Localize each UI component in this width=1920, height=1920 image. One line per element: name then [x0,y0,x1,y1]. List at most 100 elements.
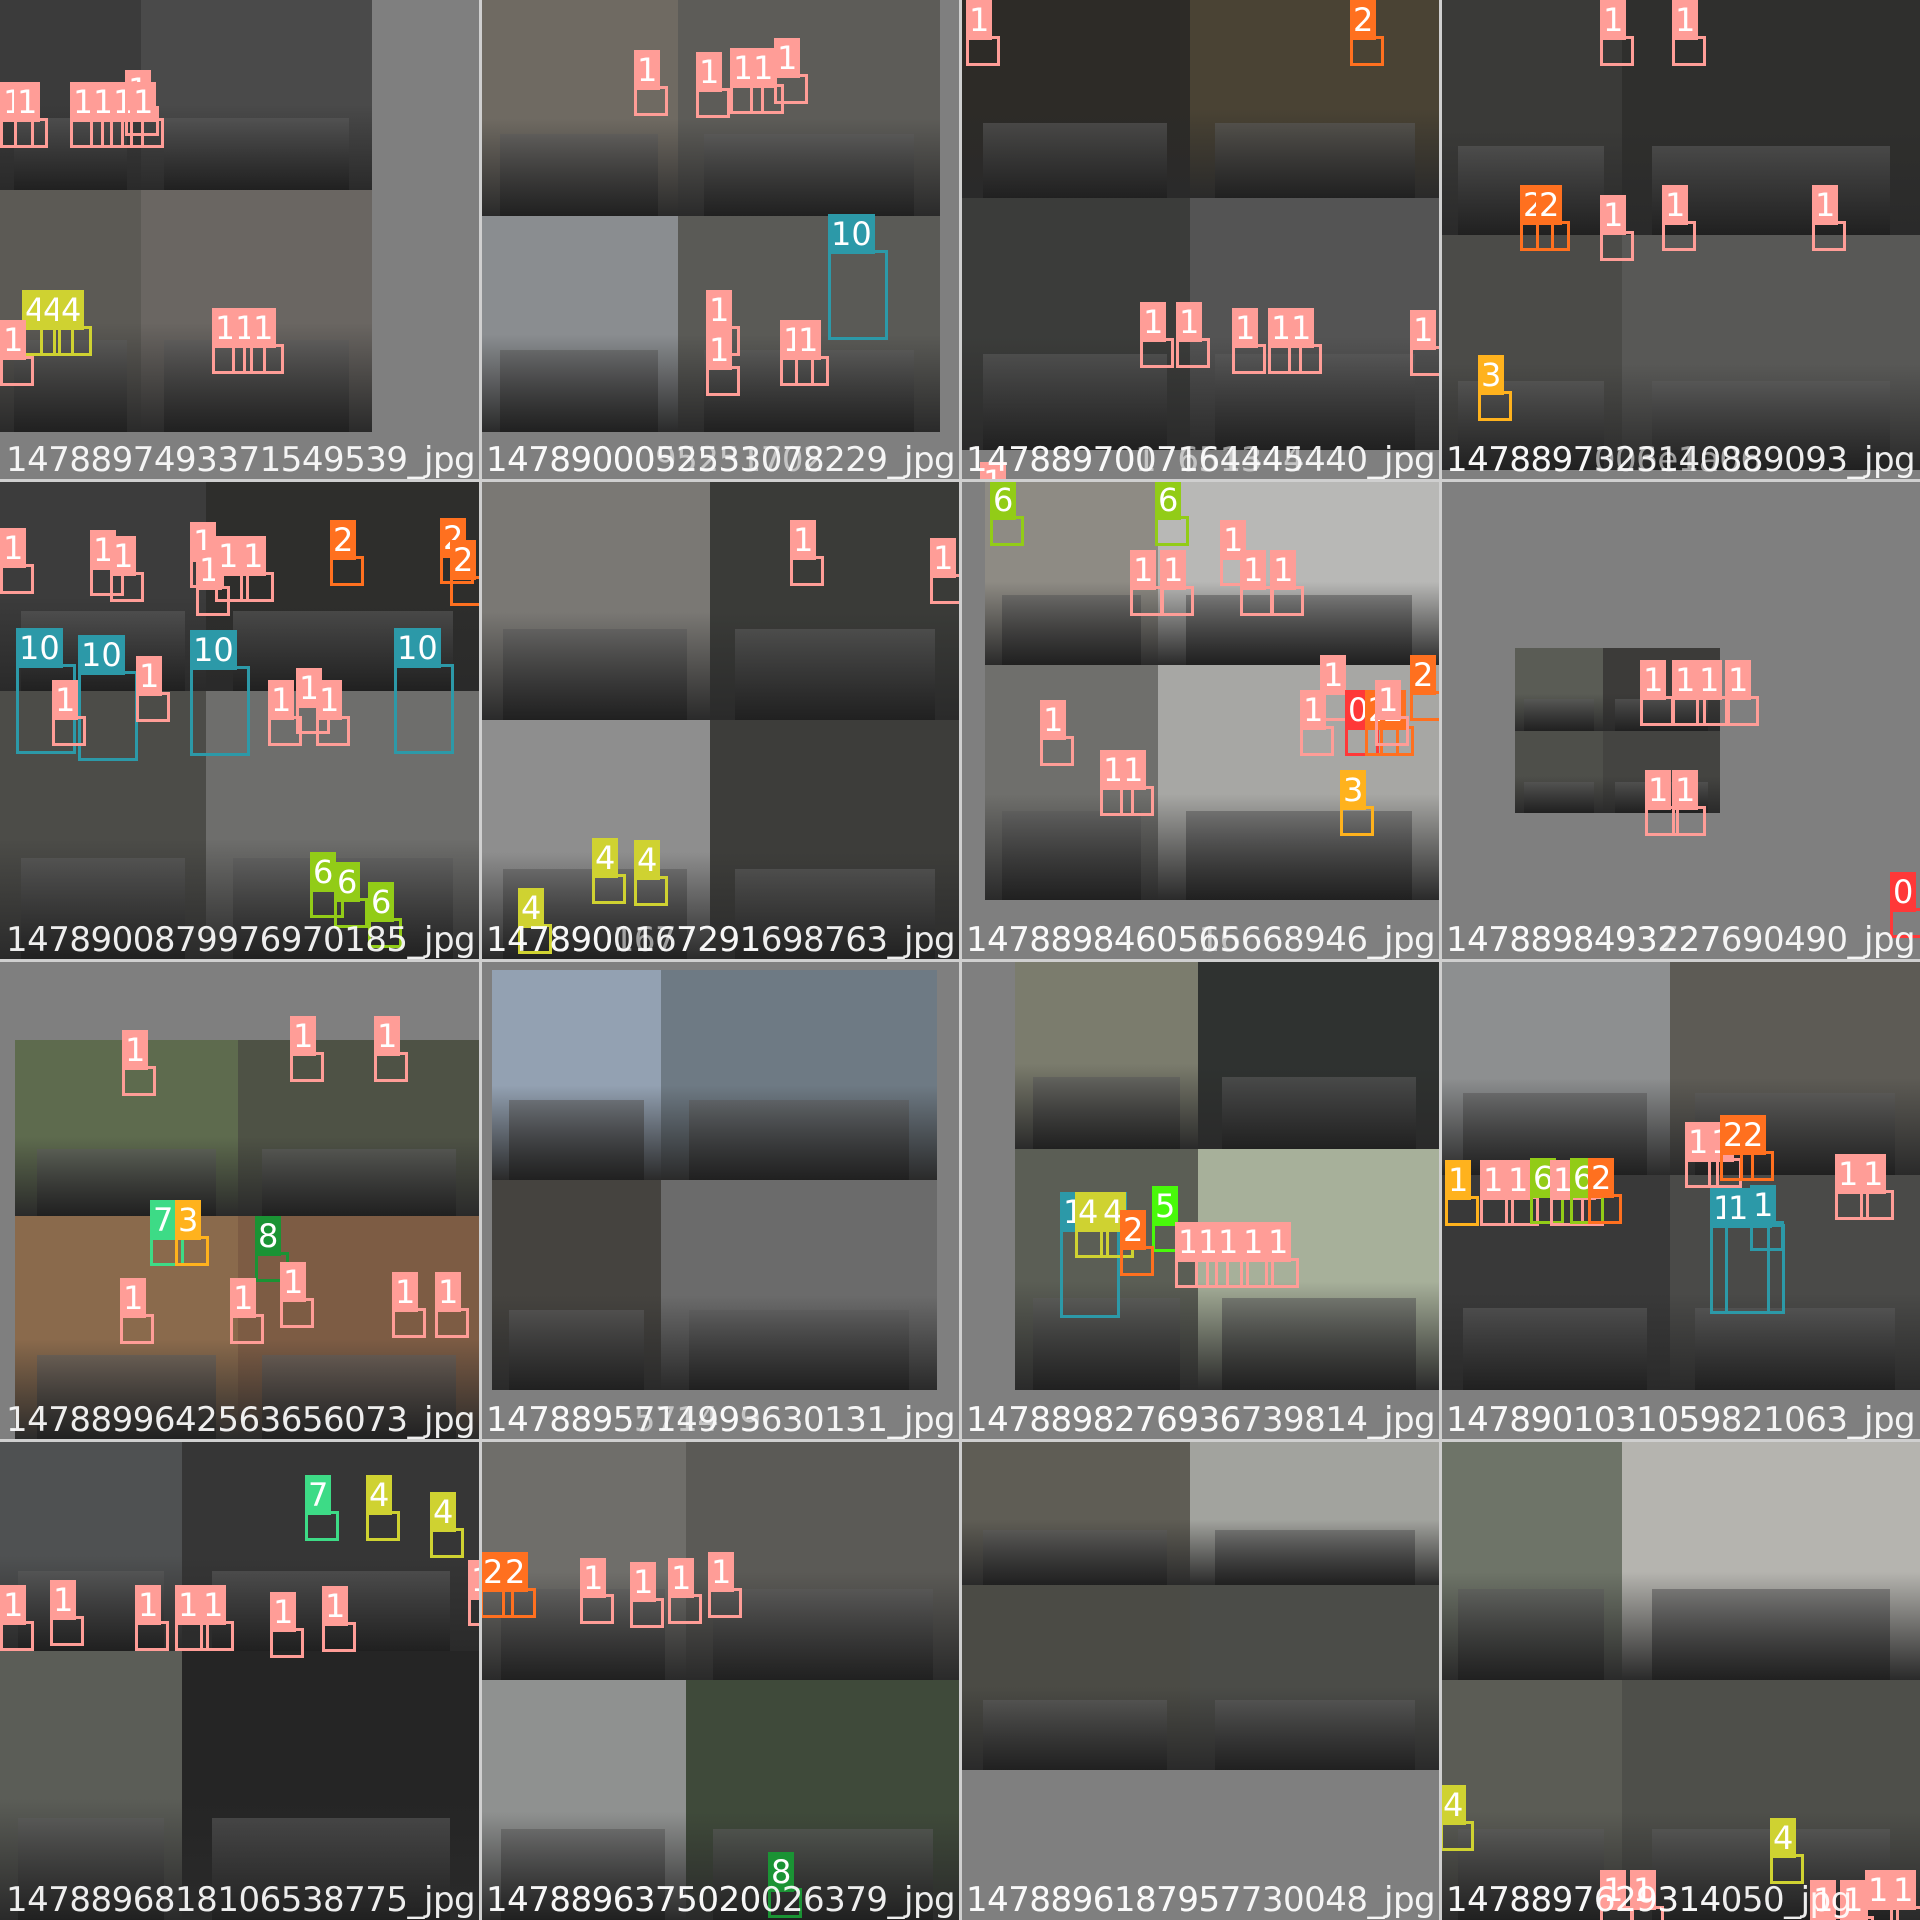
class-label: 1 [374,1016,401,1056]
detection-box [280,1298,314,1328]
road-surface [1186,810,1412,900]
class-label: 1 [1630,1870,1657,1910]
class-label: 1 [230,1278,257,1318]
detection-box [1672,36,1706,66]
detection-box [1240,586,1274,616]
mosaic-tile: 1478895571499 1478895714993630131_jpg [480,960,960,1440]
class-label: 1 [120,1278,147,1318]
road-surface [262,1149,456,1216]
road-surface [1033,1298,1180,1390]
ghost-caption: 1478896375020 [486,1880,761,1920]
ghost-caption: 1478898276936 [966,1400,1241,1440]
detection-box [1232,344,1266,374]
road-surface [983,354,1167,450]
detection-box [392,1308,426,1338]
road-surface [1222,1298,1416,1390]
class-label: 1 [280,1262,307,1302]
class-label: 3 [1340,770,1367,810]
class-label: 1 [0,528,27,568]
class-label: 1 [1240,550,1267,590]
detection-box [1672,806,1706,836]
class-label: 1 [135,1585,162,1625]
detection-box [0,1621,34,1651]
mosaic-tile: 6611111110222111131478898460516147889846… [960,480,1440,960]
detection-box [1600,36,1634,66]
road-surface [1002,810,1141,900]
class-label: 6 [334,862,361,902]
detection-box [696,88,730,118]
scene-photo [492,970,937,1390]
road-surface [983,1529,1167,1585]
class-label: 1 [1505,1160,1532,1200]
ghost-caption: 1478898493727 [1446,920,1721,960]
class-label: 1 [270,1592,297,1632]
mosaic-tile: 744111111111478896818106538775_jpg [0,1440,480,1920]
detection-box [1410,346,1440,376]
detection-box [1155,516,1189,546]
class-label: 1 [790,520,817,560]
mosaic-tile: 1478896187957 1478896187957730048_jpg [960,1440,1440,1920]
road-surface [262,1354,456,1440]
class-label: 1 [1865,1870,1892,1910]
detection-box [190,666,250,756]
mosaic-tile: 4 4 1 1 1 1 1 1 1478897629314 1478897629314050_jp… [1440,1440,1920,1920]
class-label: 1 [290,1016,317,1056]
class-label: 1 [1265,1222,1292,1262]
class-label: 1 [1835,1154,1862,1194]
road-surface [735,868,935,960]
class-label: 1 [1672,0,1699,40]
ghost-caption: 1478897017651344 [966,440,1305,480]
class-label: 2 [1350,0,1377,40]
class-label: 2 [480,1552,507,1592]
road-surface [688,1310,910,1390]
road-surface [1523,699,1595,731]
class-label: 2 [1410,655,1437,695]
class-label: 1 [1812,185,1839,225]
class-label: 1 [580,1558,607,1598]
class-label: 2 [1740,1115,1767,1155]
class-label: 1 [1160,550,1187,590]
class-label: 4 [430,1492,457,1532]
detection-box [136,692,170,722]
class-label: 1 [1725,660,1752,700]
class-label: 0 [1890,872,1917,912]
ghost-caption: 1478898460516 [966,920,1241,960]
class-label: 1 [1140,302,1167,342]
class-label: 4 [58,290,85,330]
class-label: 10 [828,214,875,254]
class-label: 1 [750,48,777,88]
class-label: 1 [1232,308,1259,348]
road-surface [704,133,914,216]
detection-box [668,1594,702,1624]
scene-photo [480,1440,960,1920]
detection-box [135,1621,169,1651]
road-surface [211,1817,451,1920]
detection-box [1440,1821,1474,1851]
detection-box [1662,221,1696,251]
class-label: 1 [392,1272,419,1312]
image-filename-caption: 1478900879976970185_jpg [6,920,476,960]
class-label: 4 [518,888,545,928]
detection-box [1350,36,1384,66]
class-label: 1 [130,82,157,122]
class-label: 1 [1750,1185,1777,1225]
scene-photo [480,480,960,960]
image-filename-caption: 1478896187957730048_jpg [966,1880,1436,1920]
class-label: 8 [768,1852,795,1892]
road-surface [164,340,349,432]
class-label: 1 [1445,1160,1472,1200]
mosaic-tile: 1 1 1 7 3 8 1 1 1 1 1 1478899642563656073_jpg [0,960,480,1440]
class-label: 10 [78,635,125,675]
road-surface [18,1817,164,1920]
image-filename-caption: 1478897007164445440_jpg [966,440,1436,480]
detection-box [110,572,144,602]
class-label: 1 [1268,308,1295,348]
class-label: 6 [990,480,1017,520]
image-filename-caption: 1478896818106538775_jpg [6,1880,476,1920]
tile-divider [0,1439,1920,1442]
road-surface [20,857,186,960]
class-label: 1 [1288,308,1315,348]
mosaic-tile: 111111144111141478897493371549539_jpg [0,0,480,480]
class-label: 1 [1480,1160,1507,1200]
road-surface [1523,781,1595,813]
